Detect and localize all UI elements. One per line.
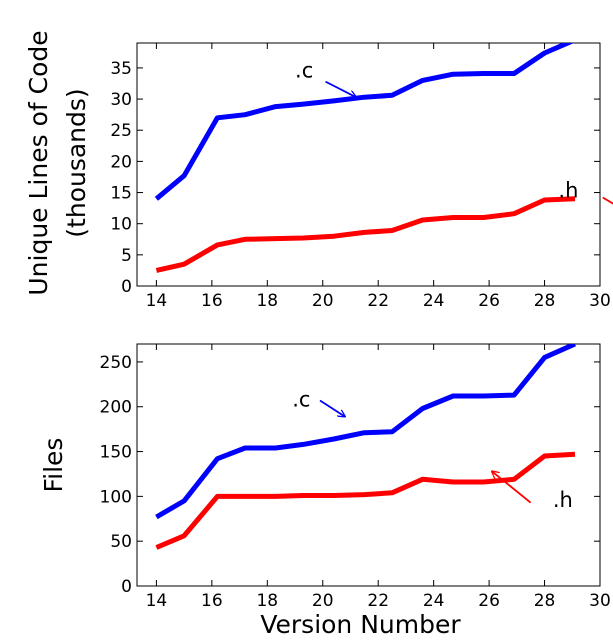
x-tick-label: 20 xyxy=(312,591,334,611)
y-tick-label: 30 xyxy=(110,90,132,110)
x-tick-label: 24 xyxy=(423,291,445,311)
plot-frame xyxy=(136,343,601,587)
x-tick-label: 18 xyxy=(256,291,278,311)
y-tick-label: 25 xyxy=(110,121,132,141)
x-tick-label: 28 xyxy=(534,591,556,611)
y-axis-label: Unique Lines of Code xyxy=(24,30,53,295)
annotation-arrow xyxy=(602,196,613,205)
y-tick-label: 20 xyxy=(110,152,132,172)
x-tick-label: 20 xyxy=(312,291,334,311)
series-line-h xyxy=(155,196,576,273)
y-tick-label: 5 xyxy=(121,246,132,266)
y-tick-label: 35 xyxy=(110,59,132,79)
y-tick-label: 0 xyxy=(121,277,132,297)
x-tick-label: 14 xyxy=(146,291,168,311)
x-tick-label: 14 xyxy=(146,591,168,611)
annotation-label: .h xyxy=(553,488,573,512)
chart-panel-1: 14 16 18 20 22 24 26 28 30 0 5 10 15 20 25 30 35 Unique L… xyxy=(24,30,613,311)
x-tick-label: 26 xyxy=(478,291,500,311)
annotation-arrow xyxy=(319,399,345,416)
y-tick-label: 200 xyxy=(100,398,132,418)
x-tick-label: 16 xyxy=(201,291,223,311)
annotation-label: .h xyxy=(558,179,578,203)
chart-panel-2: 14 16 18 20 22 24 26 28 30 0 50 100 150 200 250 Files Ve… xyxy=(39,343,611,639)
x-tick-label: 26 xyxy=(478,591,500,611)
y-tick-label: 150 xyxy=(100,443,132,463)
x-tick-label: 16 xyxy=(201,591,223,611)
annotation-arrow xyxy=(325,80,356,98)
annotation-label: .c xyxy=(295,58,313,82)
x-tick-label: 22 xyxy=(367,591,389,611)
x-tick-label: 22 xyxy=(367,291,389,311)
series-line-c xyxy=(154,43,575,201)
y-tick-label: 0 xyxy=(121,577,132,597)
x-axis-label: Version Number xyxy=(260,610,461,639)
annotation-label: .c xyxy=(292,388,310,412)
x-tick-label: 18 xyxy=(256,591,278,611)
plot-frame xyxy=(136,42,601,287)
series-line-c xyxy=(155,344,577,520)
y-axis-label: (thousands) xyxy=(62,88,91,237)
x-tick-label: 30 xyxy=(589,591,611,611)
y-axis-label: Files xyxy=(39,438,68,493)
y-tick-label: 50 xyxy=(110,532,132,552)
y-tick-label: 100 xyxy=(100,487,132,507)
x-tick-label: 24 xyxy=(423,591,445,611)
y-tick-label: 10 xyxy=(110,215,132,235)
series-line-h xyxy=(155,451,576,550)
x-tick-label: 30 xyxy=(589,291,611,311)
y-tick-label: 250 xyxy=(100,353,132,373)
y-tick-label: 15 xyxy=(110,184,132,204)
annotation-arrow xyxy=(492,471,532,504)
x-tick-label: 28 xyxy=(534,291,556,311)
